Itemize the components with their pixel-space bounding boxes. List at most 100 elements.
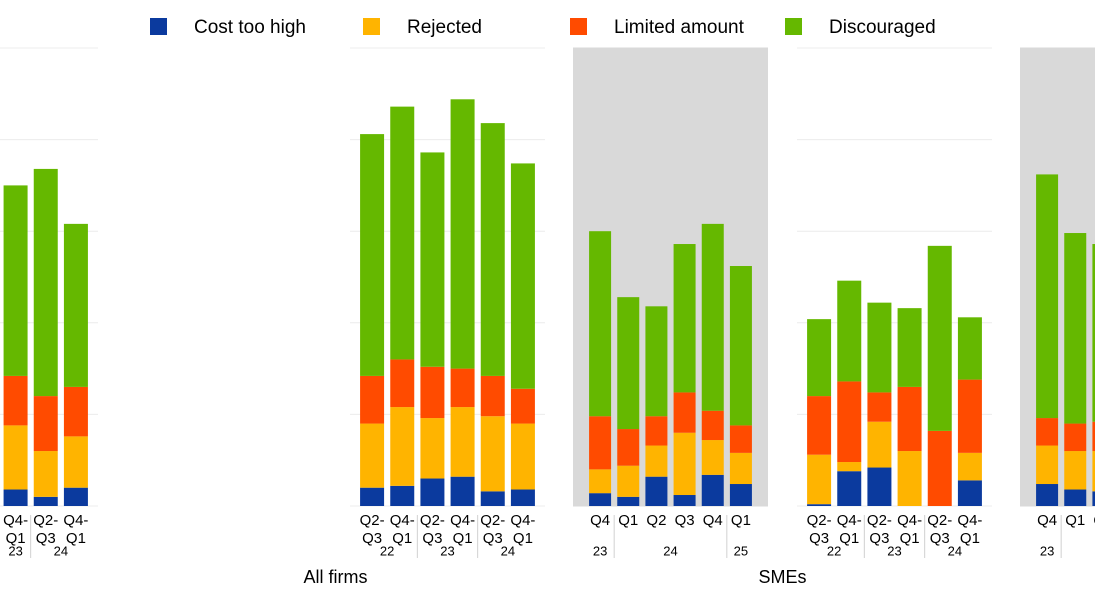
bar-segment [1036,445,1059,485]
x-tick-label: Q2- [33,512,58,529]
x-tick-label: Q4- [63,512,88,529]
x-tick-label: Q1 [618,512,638,529]
x-tick-label: Q2- [360,512,385,529]
x-tick-label: Q1 [453,530,473,547]
bar-segment [807,319,832,397]
bar-segment [589,416,612,470]
x-tick-label: Q1 [392,530,412,547]
bar-segment [1092,244,1095,422]
x-tick-label: Q1 [6,530,26,547]
bar-segment [729,266,752,426]
bar-segment [897,386,922,452]
x-tick-label: Q2- [867,512,892,529]
x-tick-label: Q2- [420,512,445,529]
x-tick-label: Q4- [957,512,982,529]
year-label: 22 [827,543,841,558]
bar-segment [360,375,385,424]
bar-segment [510,163,535,389]
bar-segment [673,392,696,433]
bar-segment [927,245,952,431]
year-label: 24 [54,543,68,558]
bar-segment [1036,484,1059,506]
x-tick-label: Q4- [837,512,862,529]
bar-segment [390,359,415,408]
bar-segment [617,496,640,506]
bar-segment [480,123,505,376]
bar-segment [1092,451,1095,492]
bar-segment [480,416,505,492]
legend-swatch [785,18,802,35]
bar-segment [589,231,612,417]
x-tick-label: Q1 [839,530,859,547]
bar-segment [807,396,832,455]
x-tick-label: Q4 [1037,512,1057,529]
bar-segment [63,386,88,437]
year-label: 23 [887,543,901,558]
bar-segment [673,495,696,506]
x-tick-label: Q4 [703,512,723,529]
bar-segment [957,379,982,453]
x-tick-label: Q1 [731,512,751,529]
bar-segment [420,418,445,479]
x-tick-label: Q4- [897,512,922,529]
bar-segment [33,396,58,452]
bar-segment [420,478,445,506]
year-label: 24 [501,543,515,558]
bar-segment [729,452,752,485]
bar-segment [617,429,640,466]
bar-segment [360,134,385,376]
bar-segment [420,152,445,367]
bar-segment [1064,489,1087,506]
legend-label: Rejected [407,17,482,38]
legend-label: Limited amount [614,17,745,38]
x-tick-label: Q3 [869,530,889,547]
x-tick-label: Q2- [927,512,952,529]
year-label: 23 [593,543,607,558]
x-tick-label: Q3 [362,530,382,547]
legend-swatch [363,18,380,35]
bar-segment [645,476,668,506]
bar-segment [450,99,475,369]
bar-segment [837,381,862,463]
group-label: All firms [304,567,368,587]
x-tick-label: Q3 [483,530,503,547]
x-tick-label: Q1 [900,530,920,547]
bar-segment [3,489,28,506]
legend-label: Cost too high [194,17,306,38]
x-tick-label: Q2 [1093,512,1095,529]
bar-segment [957,452,982,481]
bar-segment [729,484,752,506]
bar-segment [701,474,724,506]
x-tick-label: Q4- [390,512,415,529]
bar-segment [867,421,892,468]
bar-segment [1064,233,1087,424]
bar-segment [420,366,445,419]
bar-segment [480,375,505,417]
x-tick-label: Q1 [1065,512,1085,529]
bar-segment [807,454,832,505]
bar-segment [867,392,892,422]
bar-segment [729,425,752,453]
bar-segment [33,168,58,397]
year-label: 22 [380,543,394,558]
year-label: 25 [734,543,748,558]
bar-segment [480,491,505,506]
bar-segment [510,423,535,490]
bar-segment [927,430,952,506]
bar-segment [867,302,892,393]
bar-segment [957,480,982,506]
year-label: 23 [8,543,22,558]
bar-segment [1092,491,1095,506]
x-tick-label: Q3 [675,512,695,529]
bar-segment [1064,423,1087,452]
x-tick-label: Q3 [36,530,56,547]
bar-segment [673,432,696,496]
x-tick-label: Q3 [422,530,442,547]
bar-segment [645,416,668,446]
bar-segment [450,368,475,408]
bar-segment [589,493,612,506]
bar-segment [617,297,640,430]
year-label: 24 [948,543,962,558]
bar-segment [837,471,862,506]
